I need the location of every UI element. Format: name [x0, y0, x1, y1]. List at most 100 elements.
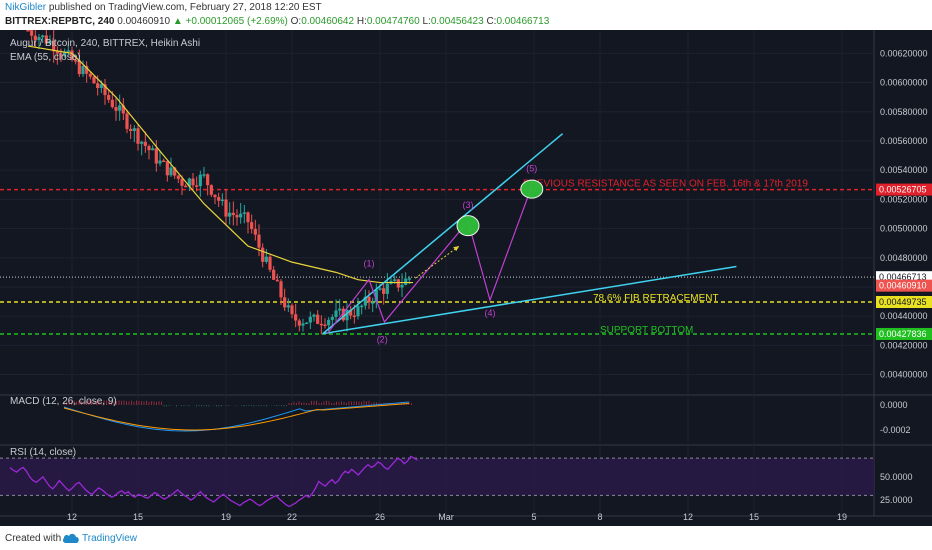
y-tick-label: 0.00540000: [880, 165, 928, 175]
price-label-text: 0.00526705: [879, 185, 927, 195]
candle-body: [224, 199, 228, 217]
candle-body: [92, 76, 96, 84]
candle-body: [162, 160, 166, 163]
channel-lower-line[interactable]: [322, 265, 737, 335]
y-tick-label: 0.00560000: [880, 136, 928, 146]
channel-upper-line[interactable]: [322, 133, 564, 335]
candle-body: [88, 73, 92, 77]
ema-line[interactable]: [27, 45, 413, 284]
macd-tick-label: -0.0002: [880, 425, 911, 435]
candle-body: [231, 212, 235, 216]
candle-body: [74, 59, 78, 62]
candle-body: [41, 35, 45, 38]
candle-body: [143, 141, 147, 146]
candle-body: [371, 302, 375, 304]
candle-body: [85, 66, 89, 74]
candle-body: [44, 35, 48, 44]
candle-body: [165, 161, 169, 176]
candle-body: [301, 323, 305, 326]
rsi-pane[interactable]: 50.0000 25.0000: [0, 455, 913, 508]
candle-body: [52, 40, 56, 52]
candle-body: [33, 35, 37, 41]
candle-body: [147, 145, 151, 151]
candle-body: [110, 99, 114, 108]
candle-body: [228, 212, 232, 217]
y-tick-label: 0.00440000: [880, 311, 928, 321]
y-tick-label: 0.00520000: [880, 194, 928, 204]
wave-label: (1): [364, 259, 375, 269]
candle-body: [81, 66, 85, 75]
candle-body: [356, 306, 360, 317]
candle-body: [242, 212, 246, 214]
y-tick-label: 0.00500000: [880, 224, 928, 234]
candle-body: [286, 305, 290, 308]
candle-body: [132, 128, 136, 132]
candle-body: [316, 314, 320, 324]
time-axis[interactable]: 12 15 19 22 26 Mar 5 8 12 15 19: [67, 512, 847, 522]
candle-body: [319, 323, 323, 326]
candle-body: [308, 316, 312, 323]
candle-body: [169, 167, 173, 176]
header-line-1: NikGibler published on TradingView.com, …: [5, 2, 322, 13]
candle-body: [180, 178, 184, 186]
candles: [26, 30, 411, 335]
candle-body: [151, 148, 155, 151]
candle-body: [404, 278, 408, 285]
candle-body: [323, 324, 327, 327]
candle-body: [114, 107, 118, 111]
price-label-text: 0.00427836: [879, 329, 927, 339]
target-ellipse-5[interactable]: [520, 179, 544, 199]
candle-body: [77, 60, 81, 75]
candle-body: [107, 95, 111, 100]
rsi-legend: RSI (14, close): [10, 447, 76, 458]
author-link[interactable]: NikGibler: [5, 2, 47, 13]
target-ellipse-3[interactable]: [456, 215, 480, 237]
candle-body: [294, 314, 298, 321]
candle-body: [103, 84, 107, 96]
macd-signal-line[interactable]: [63, 403, 410, 431]
candle-body: [363, 296, 367, 306]
rsi-line[interactable]: [9, 455, 418, 508]
price-label-text: 0.00449735: [879, 297, 927, 307]
candle-body: [261, 247, 265, 262]
candle-body: [257, 234, 261, 248]
candle-body: [283, 297, 287, 308]
header-bar: NikGibler published on TradingView.com, …: [0, 0, 932, 30]
chart-background: [0, 30, 932, 526]
candle-body: [279, 281, 283, 298]
candle-body: [63, 51, 67, 56]
candle-body: [129, 128, 133, 132]
chart-canvas[interactable]: PREVIOUS RESISTANCE AS SEEN ON FEB. 16th…: [0, 30, 932, 526]
header-line-2: BITTREX:REPBTC, 240 0.00460910 ▲ +0.0001…: [5, 16, 549, 27]
candle-body: [206, 174, 210, 186]
candle-body: [121, 105, 125, 114]
candle-body: [158, 160, 162, 164]
candle-body: [198, 174, 202, 187]
candle-body: [26, 30, 30, 32]
x-tick-label: 12: [67, 512, 77, 522]
price-axis[interactable]: 0.00620000 0.00600000 0.00580000 0.00560000…: [876, 48, 932, 380]
price-pane[interactable]: PREVIOUS RESISTANCE AS SEEN ON FEB. 16th…: [0, 30, 874, 344]
macd-pane[interactable]: 0.0000 -0.0002: [63, 400, 911, 435]
elliott-wave-path[interactable]: [326, 186, 533, 335]
candle-body: [66, 50, 70, 52]
open-value: 0.00460642: [301, 16, 355, 27]
candle-body: [396, 279, 400, 288]
candle-body: [37, 37, 41, 41]
ema-legend: EMA (55, close): [10, 52, 81, 63]
candle-body: [59, 53, 63, 56]
wave-label: (2): [377, 334, 388, 344]
candle-body: [55, 51, 59, 54]
candle-body: [341, 308, 345, 321]
symbol-text: BITTREX:REPBTC, 240: [5, 16, 115, 27]
macd-line[interactable]: [63, 401, 410, 432]
x-tick-label: 19: [221, 512, 231, 522]
change-text: +0.00012065 (+2.69%): [185, 16, 288, 27]
price-label-text: 0.00460910: [879, 281, 927, 291]
candle-body: [400, 284, 404, 288]
price-label-badge: [876, 183, 932, 196]
up-arrow-icon: ▲: [172, 16, 183, 27]
candle-body: [191, 178, 195, 186]
candle-body: [378, 288, 382, 290]
tradingview-brand[interactable]: TradingView: [82, 533, 138, 544]
